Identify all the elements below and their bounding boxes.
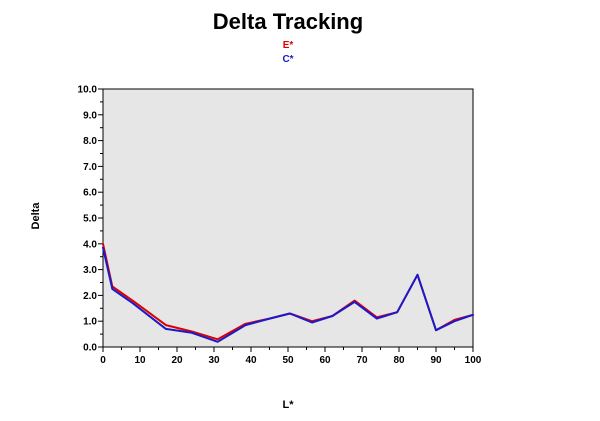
y-tick-label: 7.0 xyxy=(83,162,97,173)
x-axis-label: L* xyxy=(282,399,294,411)
y-tick-label: 4.0 xyxy=(83,239,97,250)
x-tick-label: 30 xyxy=(208,355,220,366)
x-tick-label: 20 xyxy=(171,355,183,366)
x-tick-label: 50 xyxy=(282,355,294,366)
x-tick-label: 100 xyxy=(465,355,482,366)
x-tick-label: 0 xyxy=(100,355,106,366)
legend-entry-e: E* xyxy=(282,40,294,51)
series-line-c xyxy=(102,246,474,343)
legend-entry-c: C* xyxy=(282,54,294,65)
x-tick-label: 80 xyxy=(393,355,405,366)
y-tick-label: 10.0 xyxy=(78,85,98,96)
y-tick-label: 0.0 xyxy=(83,343,97,354)
y-tick-label: 5.0 xyxy=(83,214,97,225)
y-tick-label: 9.0 xyxy=(83,110,97,121)
chart-title: Delta Tracking xyxy=(212,9,364,34)
x-tick-label: 70 xyxy=(356,355,368,366)
x-tick-label: 10 xyxy=(134,355,146,366)
x-tick-label: 40 xyxy=(245,355,257,366)
y-tick-label: 8.0 xyxy=(83,136,97,147)
x-tick-label: 90 xyxy=(430,355,442,366)
y-tick-label: 1.0 xyxy=(83,317,97,328)
x-tick-label: 60 xyxy=(319,355,331,366)
y-tick-label: 3.0 xyxy=(83,265,97,276)
y-tick-label: 2.0 xyxy=(83,291,97,302)
y-tick-label: 6.0 xyxy=(83,188,97,199)
plot-background xyxy=(102,88,474,348)
